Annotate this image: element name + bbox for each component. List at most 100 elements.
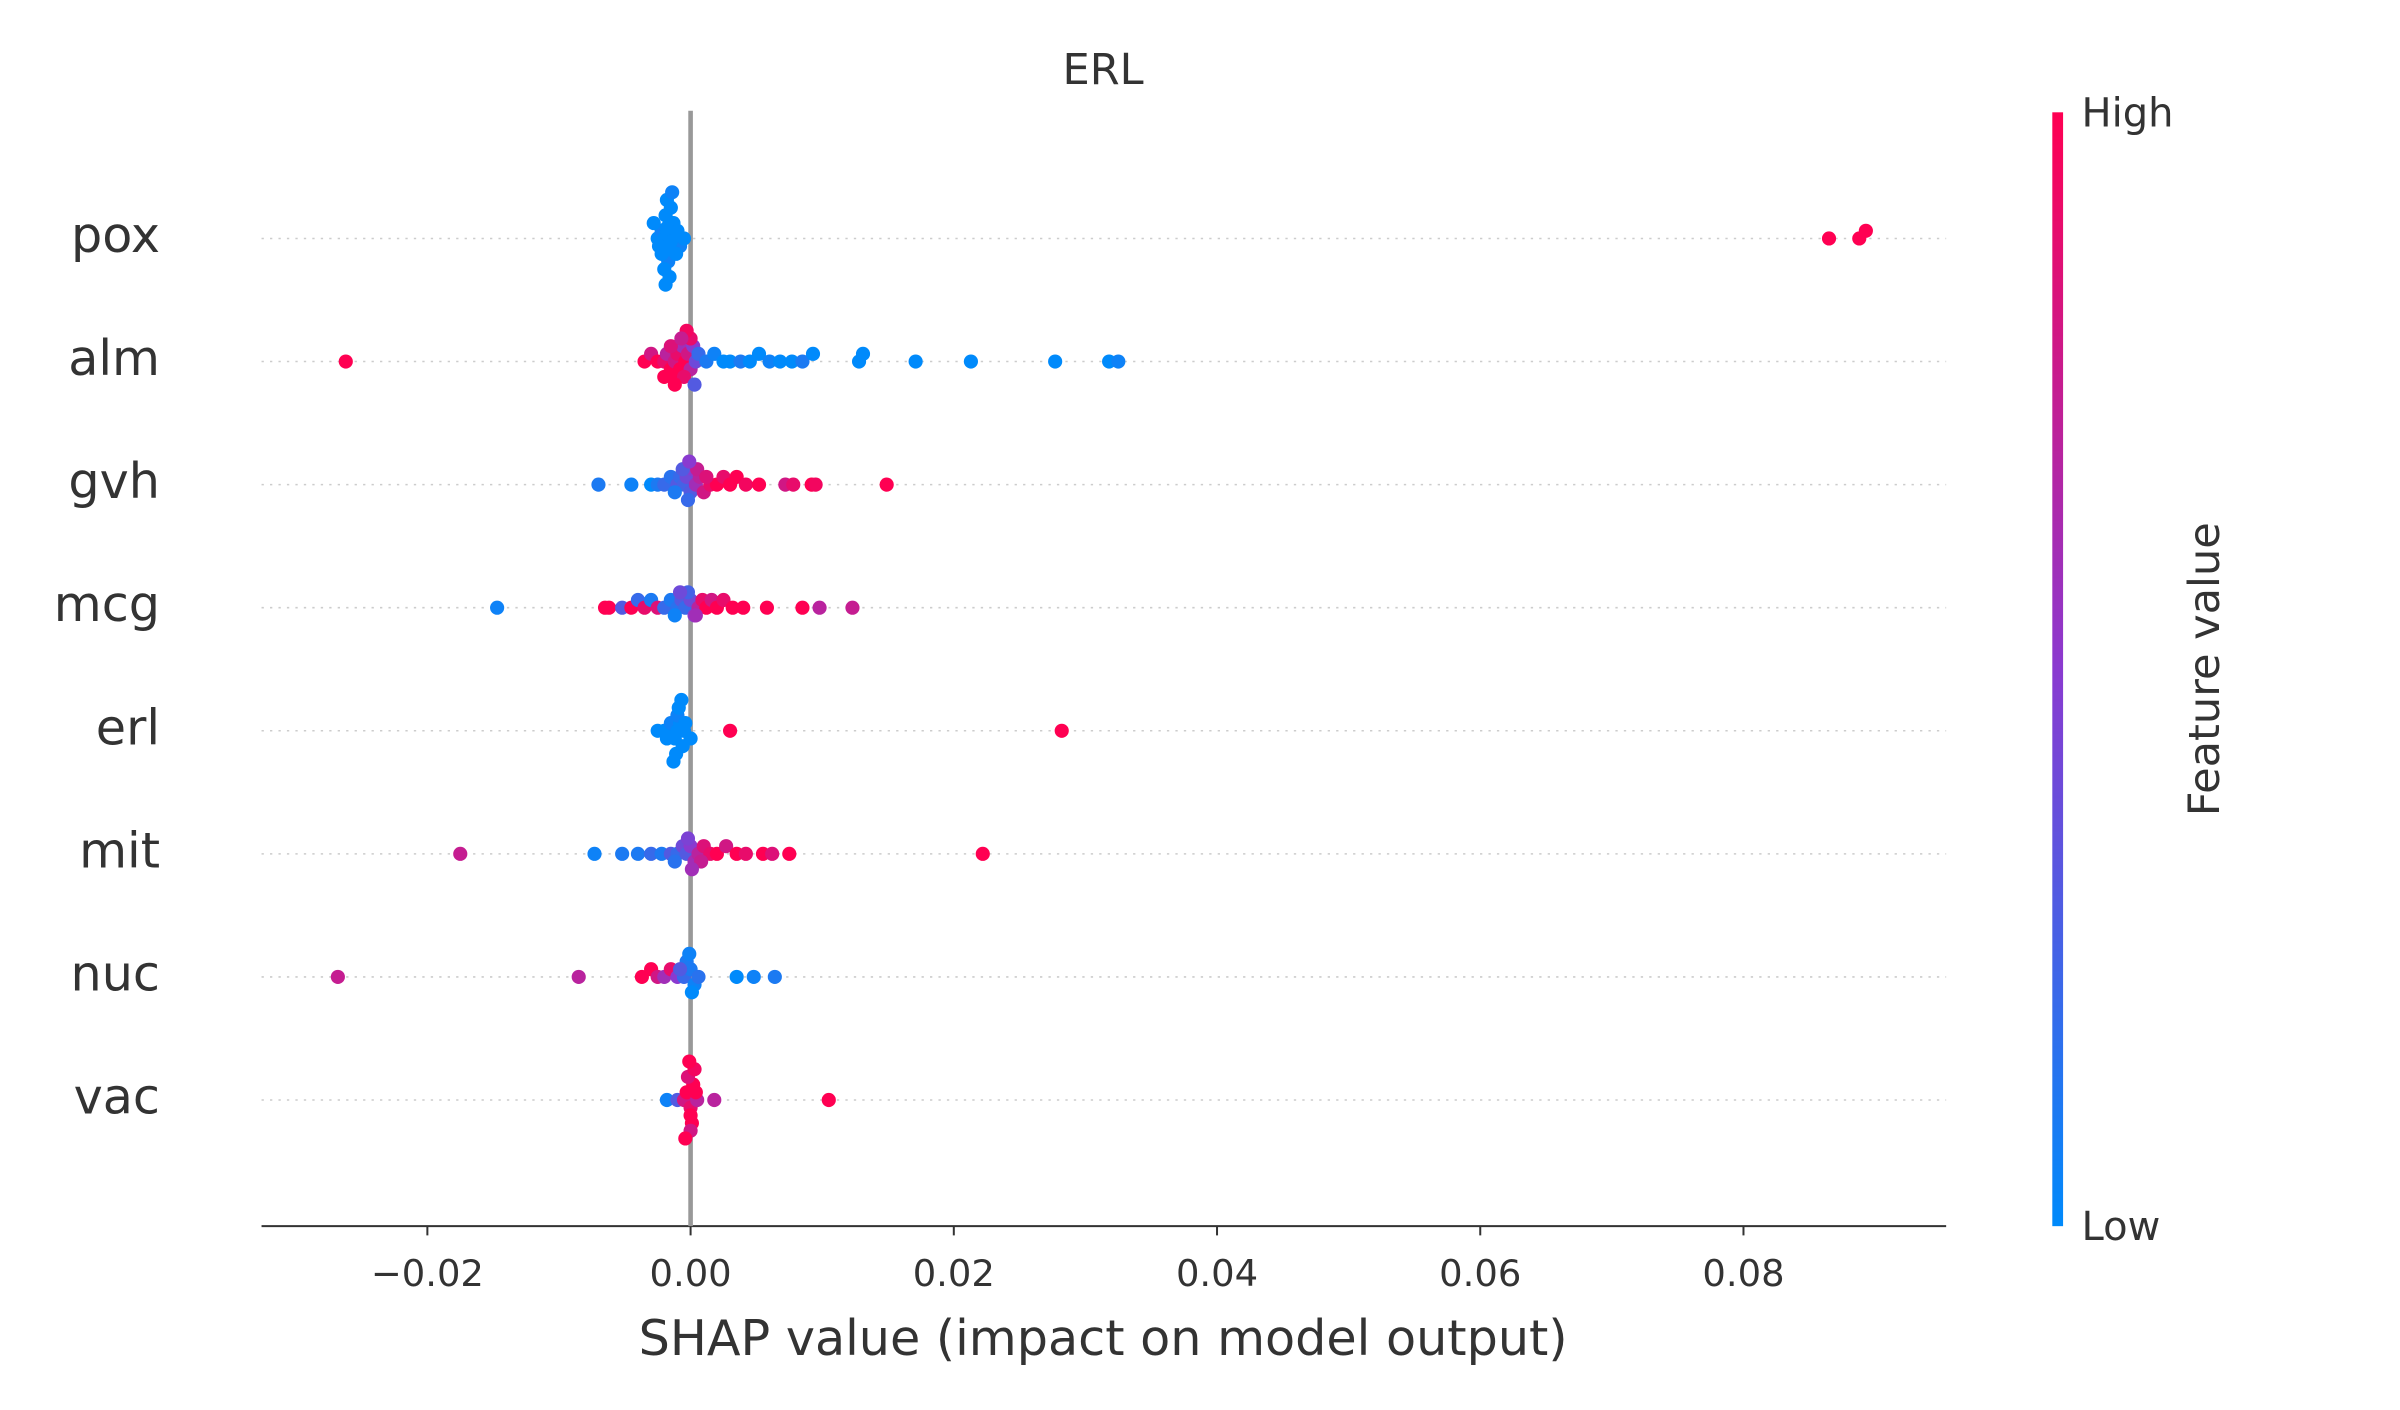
y-tick-label: vac xyxy=(74,1068,160,1126)
dot xyxy=(659,731,674,746)
dot xyxy=(674,692,689,708)
dot xyxy=(795,354,810,369)
dot xyxy=(678,716,693,731)
x-tick-label: 0.02 xyxy=(913,1252,995,1295)
dot xyxy=(667,485,682,500)
dot xyxy=(688,608,703,623)
dot xyxy=(684,985,699,1000)
dot xyxy=(879,477,894,492)
dot xyxy=(665,185,680,200)
dot xyxy=(691,969,706,985)
dot xyxy=(615,846,630,861)
dot xyxy=(795,600,810,615)
dot xyxy=(765,846,780,861)
dot xyxy=(672,585,688,600)
dot xyxy=(680,831,696,846)
dot xyxy=(678,1131,693,1146)
dot xyxy=(719,839,734,854)
y-tick-label: gvh xyxy=(68,452,160,510)
dot xyxy=(722,723,738,738)
y-tick-label: mcg xyxy=(54,575,160,633)
dot xyxy=(738,477,753,492)
dot xyxy=(591,477,606,492)
dot xyxy=(663,339,678,354)
x-tick-label: −0.02 xyxy=(371,1252,484,1295)
dot xyxy=(759,600,774,615)
dot xyxy=(773,354,788,369)
dot xyxy=(601,600,617,615)
dot xyxy=(687,377,702,392)
dot xyxy=(738,846,753,861)
y-tick-label: mit xyxy=(79,821,160,879)
dot xyxy=(658,277,673,292)
dot xyxy=(805,346,821,361)
dot xyxy=(746,969,761,985)
dot xyxy=(699,469,714,484)
dot xyxy=(688,1085,703,1100)
dot xyxy=(654,246,669,261)
dot xyxy=(682,454,697,469)
dot xyxy=(587,846,602,861)
dot xyxy=(736,600,751,615)
colorbar xyxy=(2052,112,2064,1227)
dot xyxy=(667,854,682,869)
colorbar-low: Low xyxy=(2082,1204,2161,1250)
dot xyxy=(330,969,345,985)
dot xyxy=(784,354,800,369)
dot xyxy=(707,1092,722,1108)
dot xyxy=(667,377,682,392)
dot xyxy=(657,369,672,384)
y-tick-label: alm xyxy=(68,329,160,387)
dot xyxy=(684,862,699,877)
dot xyxy=(630,846,646,861)
dot xyxy=(490,600,505,615)
dot xyxy=(644,846,659,861)
x-tick-label: 0.00 xyxy=(649,1252,731,1295)
dot xyxy=(667,608,682,623)
colorbar-high: High xyxy=(2082,90,2174,136)
dot xyxy=(683,731,698,746)
y-tick-label: erl xyxy=(96,698,160,756)
dot xyxy=(1054,723,1069,738)
dot xyxy=(682,1054,697,1069)
dot xyxy=(659,1092,674,1108)
dot xyxy=(646,215,661,231)
dot xyxy=(908,354,923,369)
dot xyxy=(1111,354,1126,369)
dot xyxy=(751,477,767,492)
dot xyxy=(821,1092,836,1108)
dot xyxy=(975,846,990,861)
dot xyxy=(767,969,782,985)
dot xyxy=(453,846,468,861)
dot xyxy=(963,354,978,369)
dot xyxy=(674,331,689,346)
dot xyxy=(845,600,860,615)
dot xyxy=(782,846,797,861)
y-tick-label: nuc xyxy=(71,944,160,1002)
dot xyxy=(812,600,827,615)
dot xyxy=(659,220,674,235)
colorbar-label: Feature value xyxy=(2180,522,2230,816)
x-tick-label: 0.06 xyxy=(1439,1252,1521,1295)
x-axis-label: SHAP value (impact on model output) xyxy=(639,1309,1568,1367)
dot xyxy=(666,754,681,769)
dot xyxy=(1821,231,1837,246)
dot xyxy=(676,231,692,246)
y-tick-label: pox xyxy=(71,206,160,264)
dot xyxy=(808,477,823,492)
dot xyxy=(338,354,353,369)
dot xyxy=(571,969,586,985)
dot xyxy=(729,969,744,985)
chart-title: ERL xyxy=(1063,45,1144,95)
dot xyxy=(722,354,738,369)
dot xyxy=(751,346,767,361)
dot xyxy=(672,962,688,977)
dot xyxy=(682,946,697,961)
dot xyxy=(762,354,777,369)
dot xyxy=(1048,354,1063,369)
x-tick-label: 0.04 xyxy=(1176,1252,1258,1295)
dot xyxy=(786,477,801,492)
dot xyxy=(725,600,740,615)
